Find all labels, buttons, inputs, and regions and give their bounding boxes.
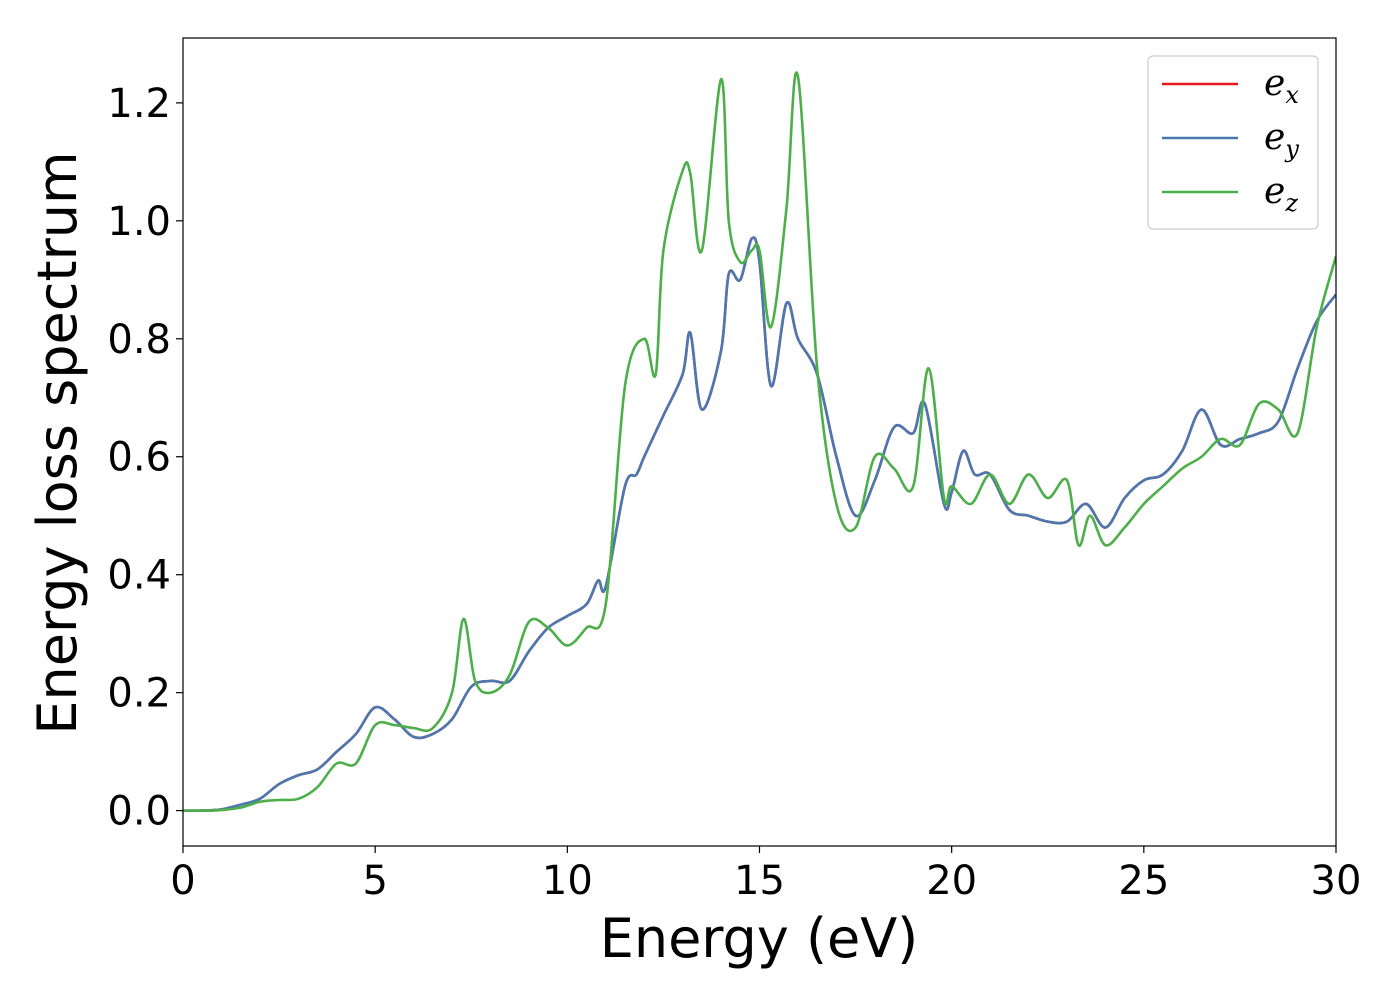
series-line-x <box>183 236 1336 812</box>
x-tick-label: 10 <box>542 858 593 904</box>
x-tick-label: 20 <box>926 858 977 904</box>
series-line-y <box>183 236 1336 812</box>
y-axis-title: Energy loss spectrum <box>26 151 89 734</box>
legend-label-z: ez <box>1264 171 1298 217</box>
x-tick-label: 0 <box>170 858 195 904</box>
y-tick-label: 0.6 <box>107 435 171 481</box>
y-tick-label: 0.4 <box>107 553 171 599</box>
x-axis: 0 5 10 15 20 25 30 <box>170 846 1361 904</box>
x-tick-label: 5 <box>362 858 387 904</box>
y-tick-label: 0.2 <box>107 671 171 717</box>
series-line-z <box>183 71 1336 812</box>
y-tick-label: 1.2 <box>107 81 171 127</box>
x-tick-label: 15 <box>734 858 785 904</box>
axes-frame <box>182 37 1337 847</box>
legend-label-x: ex <box>1264 63 1299 109</box>
legend: ex ey ez <box>1147 55 1319 230</box>
y-axis: 0.0 0.2 0.4 0.6 0.8 1.0 1.2 <box>107 81 183 835</box>
x-tick-label: 30 <box>1311 858 1362 904</box>
series-layer <box>183 71 1336 812</box>
y-tick-label: 1.0 <box>107 199 171 245</box>
x-tick-label: 25 <box>1118 858 1169 904</box>
legend-box <box>1147 55 1319 230</box>
legend-label-y: ey <box>1264 117 1299 163</box>
y-tick-label: 0.0 <box>107 789 171 835</box>
x-axis-title: Energy (eV) <box>600 907 919 970</box>
y-tick-label: 0.8 <box>107 317 171 363</box>
